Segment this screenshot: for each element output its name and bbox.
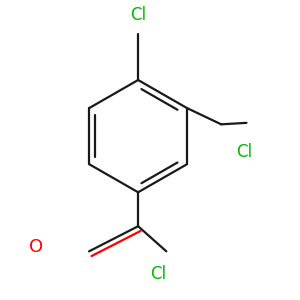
Text: Cl: Cl bbox=[130, 6, 146, 24]
Text: O: O bbox=[28, 238, 43, 256]
Text: Cl: Cl bbox=[236, 143, 252, 161]
Text: Cl: Cl bbox=[150, 265, 166, 283]
